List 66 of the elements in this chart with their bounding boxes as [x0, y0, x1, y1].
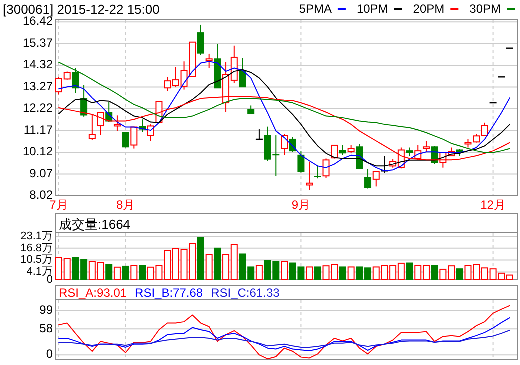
x-tick-label: 9月: [292, 198, 311, 212]
y-tick-label: 11.17: [24, 122, 54, 137]
line-series: [58, 305, 510, 360]
legend-label: 20PM: [413, 2, 445, 16]
y-tick-label: 15.37: [22, 36, 54, 50]
candlestick: [122, 132, 130, 148]
bar: [122, 266, 130, 280]
candlestick: [306, 161, 314, 190]
bar: [306, 266, 314, 280]
y-tick-label: 14.32: [22, 58, 54, 72]
x-tick-label: 8月: [116, 198, 136, 212]
candlestick: [364, 168, 372, 190]
bar: [431, 265, 438, 280]
line-series: [58, 330, 510, 348]
bar: [130, 265, 138, 280]
candlestick: [114, 115, 121, 132]
text: RSI_C:61.33: [211, 286, 280, 300]
text: RSI_B:77.68: [135, 286, 204, 300]
bar: [114, 266, 121, 280]
bar: [106, 264, 113, 280]
candlestick: [130, 126, 138, 150]
candlestick: [322, 158, 330, 179]
candlestick: [72, 68, 80, 94]
y-tick-label: 0: [46, 347, 54, 362]
candlestick: [281, 134, 288, 156]
line-series: [58, 62, 510, 154]
bar: [281, 261, 288, 280]
text: RSI_A:93.01: [59, 286, 128, 300]
bar: [256, 265, 263, 280]
candlestick: [97, 112, 104, 136]
y-tick-label: 13.27: [22, 79, 54, 94]
candlestick: [314, 166, 322, 180]
candlestick: [239, 58, 246, 88]
y-tick-label: 0: [46, 274, 53, 286]
x-tick-label: 12月: [480, 198, 506, 212]
candlestick: [289, 136, 296, 153]
line-series: [58, 317, 510, 352]
candlestick: [339, 144, 346, 156]
candlestick: [197, 24, 204, 56]
bar: [206, 254, 213, 280]
y-tick-label: 58: [40, 321, 54, 336]
bar: [406, 262, 414, 280]
bar: [314, 266, 322, 280]
candlestick: [88, 114, 96, 141]
chart-title: [300061] 2015-12-22 15:00: [3, 2, 160, 17]
legend-label: 5PMA: [299, 2, 332, 16]
y-tick-label: 9.07: [30, 166, 54, 180]
y-tick-label: 12.22: [22, 101, 54, 116]
y-tick-label: 10.12: [22, 144, 54, 159]
candlestick: [298, 150, 305, 174]
bar: [456, 268, 464, 280]
y-tick-label: 16.8万: [20, 242, 53, 254]
candlestick: [372, 171, 380, 188]
chart-title: 成交量:1664: [59, 217, 131, 232]
bar: [214, 248, 222, 280]
bar: [348, 266, 355, 280]
y-tick-label: 10.5万: [20, 254, 53, 266]
legend-label: 10PM: [356, 2, 388, 16]
candlestick: [206, 53, 213, 69]
y-tick-label: 99: [40, 302, 54, 317]
bar: [197, 237, 204, 280]
legend-label: 30PM: [470, 2, 501, 16]
bar: [339, 266, 346, 280]
bar: [139, 265, 146, 280]
y-tick-label: 23.1万: [20, 230, 53, 242]
candlestick: [422, 140, 430, 153]
